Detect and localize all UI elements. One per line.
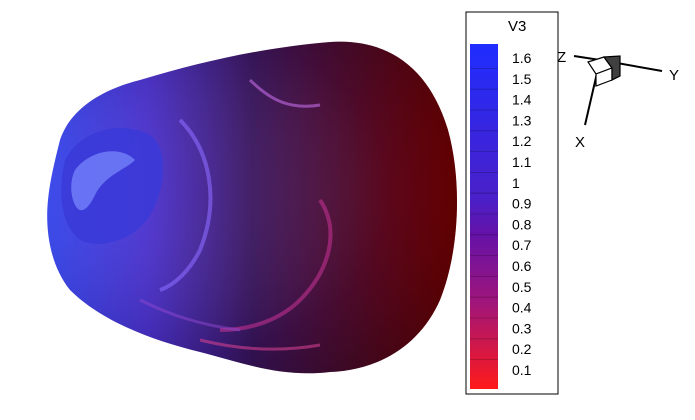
legend-level-label: 0.2 (512, 341, 532, 357)
surface-shading (47, 41, 458, 374)
axis-z-label: Z (557, 49, 566, 66)
surface-ridge-3 (219, 198, 333, 332)
surface-ridge-5 (139, 298, 241, 332)
legend-level-label: 0.5 (512, 279, 532, 295)
surface-cavity (61, 128, 164, 244)
legend-level-label: 1.6 (512, 50, 532, 66)
legend-level-label: 0.6 (512, 258, 532, 274)
orientation-cube (587, 55, 621, 87)
legend-level-label: 1.4 (512, 92, 532, 108)
legend-title: V3 (508, 18, 526, 35)
orientation-axes (573, 55, 663, 126)
surface-cavity-highlight (71, 151, 135, 211)
legend-level-label: 1.1 (512, 154, 532, 170)
legend-levels: 1.6 1.5 1.4 1.3 1.2 1.1 1 0.9 0.8 0.7 0.6 0.5 0.4 0.3… (470, 50, 532, 378)
legend-level-label: 0.8 (512, 216, 532, 232)
legend-level-label: 1.5 (512, 71, 532, 87)
surface-plot (47, 41, 458, 374)
legend-level-label: 1.2 (512, 133, 532, 149)
legend-level-label: 0.9 (512, 196, 532, 212)
surface-ridge-4 (199, 338, 321, 351)
legend-colorbar (470, 44, 498, 389)
legend-level-label: 1.3 (512, 112, 532, 128)
axis-y-label: Y (669, 67, 679, 84)
color-legend: V3 1.6 1.5 1.4 1.3 1.2 1.1 1 0.9 0.8 0.7 0.6 0.5 0.4… (465, 11, 559, 395)
legend-level-label: 0.1 (512, 362, 532, 378)
legend-level-label: 1 (512, 175, 520, 191)
legend-level-label: 0.7 (512, 237, 532, 253)
legend-level-label: 0.4 (512, 300, 532, 316)
surface-ridge-2 (248, 78, 321, 108)
surface-ridge-1 (159, 118, 213, 292)
legend-level-label: 0.3 (512, 320, 532, 336)
axis-x-label: X (575, 134, 585, 151)
